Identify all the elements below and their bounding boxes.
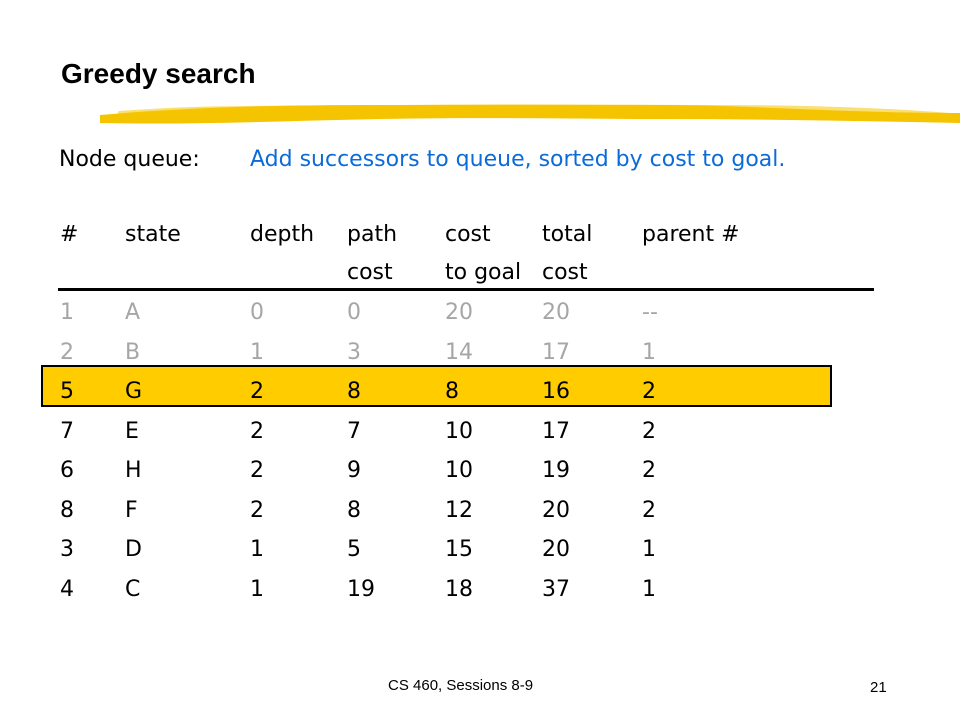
title-brush-underline <box>100 104 960 124</box>
table-cell: H <box>125 458 142 483</box>
column-header: path <box>347 222 398 247</box>
table-cell: 6 <box>60 458 74 483</box>
table-cell: 14 <box>445 339 473 365</box>
brush-stroke-highlight <box>118 104 952 117</box>
table-cell: 20 <box>542 300 570 325</box>
table-cell: 2 <box>642 458 656 483</box>
column-header: # <box>60 222 79 247</box>
table-cell: 1 <box>60 300 74 325</box>
column-header-subline: cost <box>347 260 393 285</box>
column-header: state <box>125 222 181 247</box>
table-header-underline <box>58 288 874 291</box>
page-number: 21 <box>870 679 887 696</box>
table-cell: 19 <box>347 576 375 602</box>
table-cell: 5 <box>347 537 361 562</box>
table-cell: 10 <box>445 458 473 483</box>
table-cell: G <box>125 379 143 404</box>
table-cell: 17 <box>542 339 570 365</box>
table-cell: 2 <box>250 418 264 444</box>
table-cell: 7 <box>347 418 361 444</box>
table-cell: F <box>125 497 138 523</box>
table-cell: 15 <box>445 537 473 562</box>
table-cell: 2 <box>250 458 264 483</box>
table-cell: 8 <box>347 379 361 404</box>
table-cell: 20 <box>542 537 570 562</box>
table-cell: 3 <box>60 537 74 562</box>
column-header: depth <box>250 222 315 247</box>
table-cell: E <box>125 418 139 444</box>
node-queue-description: Add successors to queue, sorted by cost … <box>250 147 786 172</box>
column-header-subline: to goal <box>445 260 522 285</box>
table-cell: 4 <box>60 576 74 602</box>
table-cell: 2 <box>250 379 264 404</box>
table-cell: 18 <box>445 576 473 602</box>
table-cell: 0 <box>250 300 264 325</box>
table-cell: 2 <box>642 418 656 444</box>
table-cell: B <box>125 339 141 365</box>
table-cell: 8 <box>445 379 459 404</box>
table-cell: 20 <box>542 497 570 523</box>
table-cell: 20 <box>445 300 473 325</box>
table-cell: C <box>125 576 141 602</box>
table-cell: 1 <box>250 339 264 365</box>
footer-text: CS 460, Sessions 8-9 <box>388 677 534 694</box>
table-cell: 0 <box>347 300 361 325</box>
table-cell: 2 <box>642 497 656 523</box>
table-cell: 19 <box>542 458 570 483</box>
column-header-subline: cost <box>542 260 588 285</box>
table-cell: 8 <box>60 497 74 523</box>
table-cell: -- <box>642 300 658 325</box>
table-cell: 16 <box>542 379 570 404</box>
table-cell: 1 <box>250 576 264 602</box>
table-cell: 1 <box>642 576 656 602</box>
table-cell: D <box>125 537 142 562</box>
column-header: parent # <box>642 222 740 247</box>
table-cell: 2 <box>250 497 264 523</box>
highlighted-row-background <box>41 365 832 407</box>
table-cell: 8 <box>347 497 361 523</box>
table-cell: 1 <box>250 537 264 562</box>
table-cell: 10 <box>445 418 473 444</box>
column-header: cost <box>445 222 491 247</box>
table-cell: 12 <box>445 497 473 523</box>
table-cell: 1 <box>642 537 656 562</box>
table-cell: 2 <box>642 379 656 404</box>
table-cell: 17 <box>542 418 570 444</box>
table-cell: 5 <box>60 379 74 404</box>
table-cell: A <box>125 300 141 325</box>
slide-title: Greedy search <box>61 58 256 89</box>
table-cell: 37 <box>542 576 570 602</box>
table-cell: 1 <box>642 339 656 365</box>
table-cell: 2 <box>60 339 74 365</box>
table-cell: 9 <box>347 458 361 483</box>
column-header: total <box>542 222 593 247</box>
table-cell: 7 <box>60 418 74 444</box>
node-queue-label: Node queue: <box>59 147 200 172</box>
table-cell: 3 <box>347 339 361 365</box>
